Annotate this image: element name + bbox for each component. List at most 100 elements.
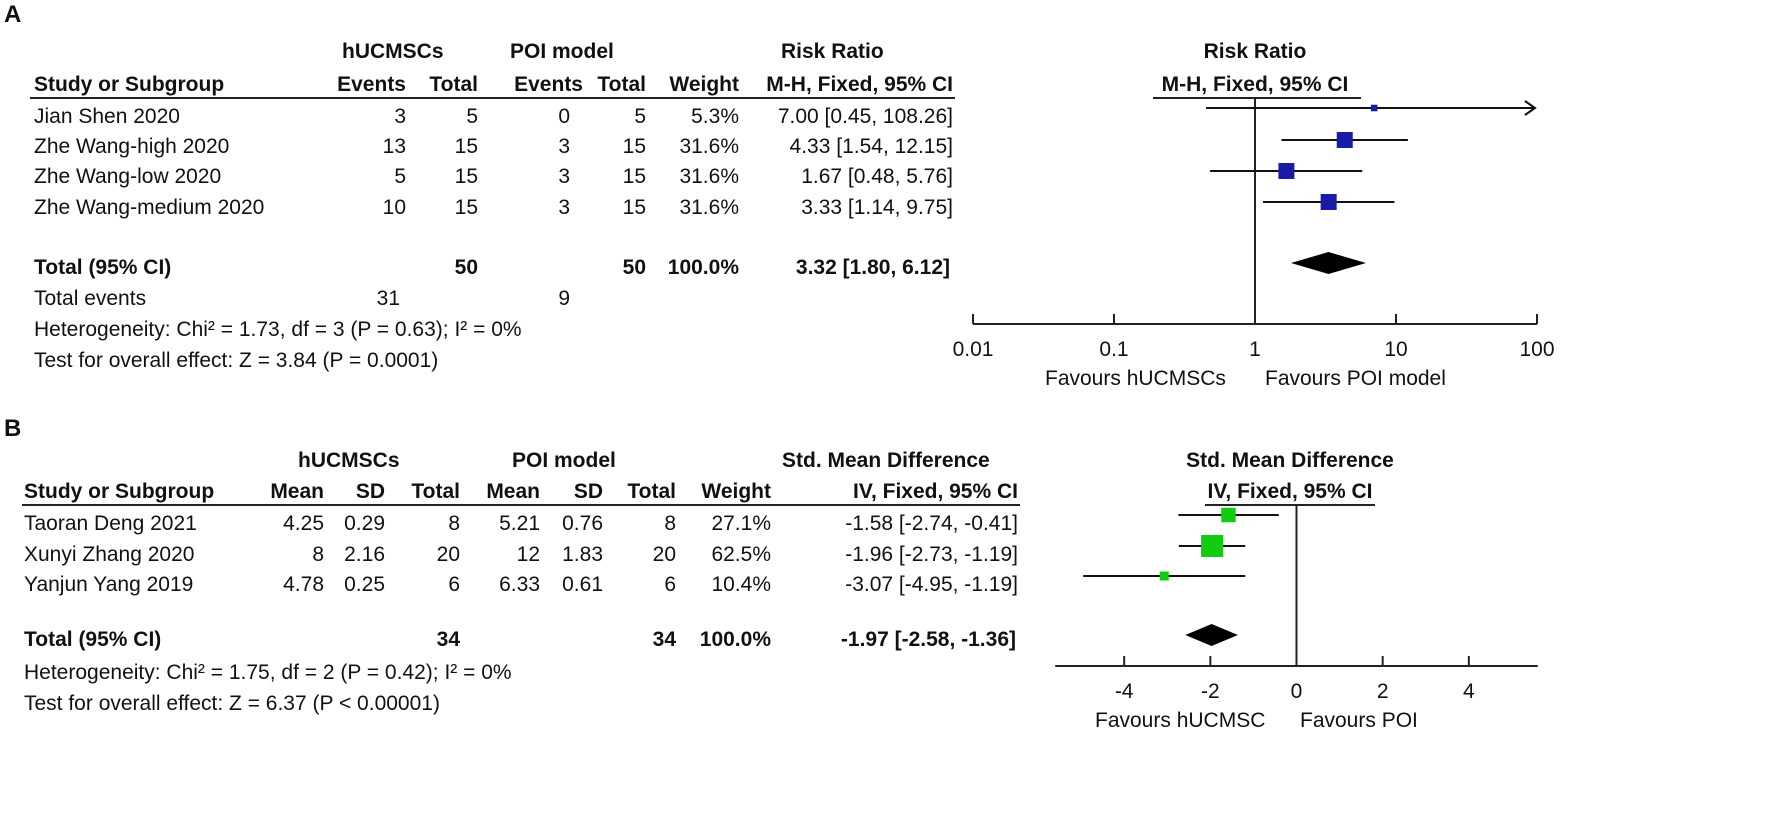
heterogeneity-text: Heterogeneity: Chi² = 1.75, df = 2 (P = … [24, 661, 512, 684]
effect-ci: 7.00 [0.45, 108.26] [777, 105, 953, 128]
tick-label: -2 [1201, 680, 1220, 703]
plot-b-favours-right: Favours POI [1300, 709, 1418, 732]
total2: 15 [622, 165, 646, 188]
study-name: Taoran Deng 2021 [24, 512, 197, 535]
total2: 8 [664, 512, 676, 535]
plot-a-title: Risk Ratio [1203, 40, 1307, 63]
total2: 20 [652, 543, 676, 566]
panel-a-col-ci: M-H, Fixed, 95% CI [766, 73, 953, 96]
total-label: Total (95% CI) [24, 628, 162, 651]
events2: 3 [558, 196, 570, 219]
panel-b-header-rule [22, 504, 1020, 506]
panel-b-effect-head: Std. Mean Difference [782, 449, 990, 472]
total1: 50 [454, 256, 478, 279]
overall-effect-text: Test for overall effect: Z = 6.37 (P < 0… [24, 692, 440, 715]
effect-ci: 3.32 [1.80, 6.12] [795, 256, 950, 279]
total1: 20 [436, 543, 460, 566]
weight: 27.1% [711, 512, 771, 535]
total1: 5 [466, 105, 478, 128]
effect-ci: 4.33 [1.54, 12.15] [789, 135, 953, 158]
sd2: 0.76 [562, 512, 603, 535]
sd2: 1.83 [562, 543, 603, 566]
study-square [1221, 507, 1236, 523]
panel-b-col-mean2: Mean [486, 480, 540, 503]
events2: 3 [558, 135, 570, 158]
weight: 10.4% [711, 573, 771, 596]
study-square [1336, 132, 1353, 148]
heterogeneity-text: Heterogeneity: Chi² = 1.73, df = 3 (P = … [34, 318, 522, 341]
weight: 100.0% [667, 256, 739, 279]
events2: 3 [558, 165, 570, 188]
pooled-diamond [1185, 624, 1238, 646]
effect-ci: 1.67 [0.48, 5.76] [801, 165, 953, 188]
events2: 0 [558, 105, 570, 128]
panel-a-label: A [4, 1, 22, 28]
panel-a-col-events1: Events [337, 73, 406, 96]
panel-a-col-events2: Events [514, 73, 583, 96]
total1: 15 [454, 196, 478, 219]
total1: 6 [448, 573, 460, 596]
panel-b-col-ci: IV, Fixed, 95% CI [853, 480, 1018, 503]
mean1: 4.78 [283, 573, 324, 596]
plot-a-header-rule [1153, 97, 1361, 99]
panel-b-col-total2: Total [627, 480, 676, 503]
panel-a-col-total2: Total [597, 73, 646, 96]
panel-a-effect-head: Risk Ratio [781, 40, 884, 63]
tick-label: -4 [1115, 680, 1134, 703]
weight: 5.3% [691, 105, 739, 128]
weight: 100.0% [699, 628, 771, 651]
tick-label: 4 [1463, 680, 1475, 703]
panel-b-col-weight: Weight [701, 480, 771, 503]
study-name: Zhe Wang-low 2020 [34, 165, 222, 188]
total-label: Total (95% CI) [34, 256, 172, 279]
mean1: 4.25 [283, 512, 324, 535]
plot-a-subtitle: M-H, Fixed, 95% CI [1161, 73, 1349, 96]
panel-a-header-rule [30, 97, 955, 99]
events1: 3 [394, 105, 406, 128]
plot-a-favours-right: Favours POI model [1265, 367, 1446, 390]
panel-a-group2-head: POI model [510, 40, 614, 63]
panel-b-col-study: Study or Subgroup [24, 480, 215, 503]
effect-ci: 3.33 [1.14, 9.75] [801, 196, 953, 219]
panel-a-col-total1: Total [429, 73, 478, 96]
plot-b-title: Std. Mean Difference [1186, 449, 1394, 472]
weight: 62.5% [711, 543, 771, 566]
weight: 31.6% [679, 196, 739, 219]
sd1: 2.16 [344, 543, 385, 566]
total-events-label: Total events [34, 287, 147, 310]
events1: 10 [382, 196, 406, 219]
panel-b-col-total1: Total [411, 480, 460, 503]
sd1: 0.29 [344, 512, 385, 535]
pooled-diamond [1290, 252, 1366, 274]
effect-ci: -1.97 [-2.58, -1.36] [840, 628, 1016, 651]
plot-b-subtitle: IV, Fixed, 95% CI [1207, 480, 1373, 503]
study-name: Zhe Wang-high 2020 [34, 135, 230, 158]
tick-label: 0.1 [1099, 338, 1128, 361]
effect-ci: -1.96 [-2.73, -1.19] [845, 543, 1018, 566]
events2: 9 [558, 287, 570, 310]
panel-a-col-weight: Weight [669, 73, 739, 96]
total2: 15 [622, 196, 646, 219]
effect-ci: -3.07 [-4.95, -1.19] [845, 573, 1018, 596]
mean2: 5.21 [499, 512, 540, 535]
total2: 5 [634, 105, 646, 128]
plot-a-favours-left: Favours hUCMSCs [1045, 367, 1226, 390]
tick-label: 0.01 [953, 338, 994, 361]
tick-label: 10 [1384, 338, 1407, 361]
sd2: 0.61 [562, 573, 603, 596]
mean2: 6.33 [499, 573, 540, 596]
panel-b-col-mean1: Mean [270, 480, 324, 503]
tick-label: 1 [1249, 338, 1261, 361]
tick-label: 0 [1291, 680, 1303, 703]
study-square [1320, 194, 1337, 210]
weight: 31.6% [679, 165, 739, 188]
panel-b-label: B [4, 415, 22, 442]
study-name: Zhe Wang-medium 2020 [34, 196, 265, 219]
total1: 15 [454, 135, 478, 158]
study-square [1201, 535, 1224, 557]
total1: 15 [454, 165, 478, 188]
total2: 15 [622, 135, 646, 158]
study-name: Jian Shen 2020 [34, 105, 180, 128]
total1: 8 [448, 512, 460, 535]
